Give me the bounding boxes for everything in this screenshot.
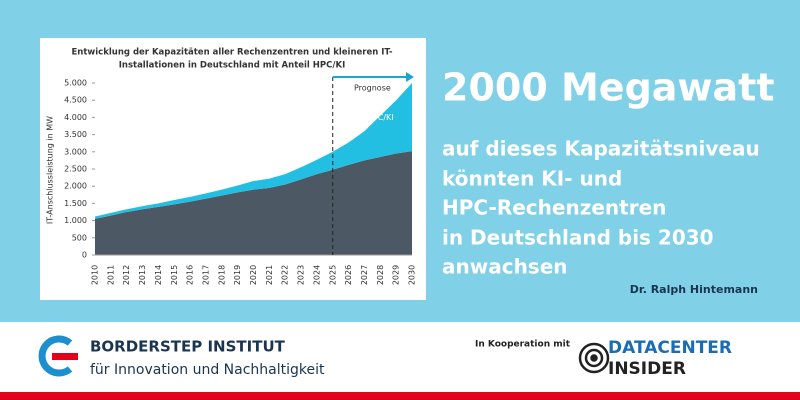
x-tick-label: 2021: [265, 265, 274, 285]
area: [95, 83, 412, 219]
x-tick-label: 2027: [360, 265, 369, 285]
footer-stripe: [0, 392, 800, 400]
x-tick-label: 2012: [122, 265, 131, 285]
x-tick-label: 2015: [170, 265, 179, 285]
footer-background: [0, 322, 800, 392]
body-line: könnten KI- und: [442, 167, 622, 191]
body-line: HPC-Rechenzentren: [442, 196, 666, 220]
x-tick-label: 2026: [344, 265, 353, 285]
institute-tagline: für Innovation und Nachhaltigkeit: [90, 362, 325, 378]
x-tick-label: 2028: [376, 265, 385, 285]
x-tick-label: 2014: [154, 265, 163, 285]
chart-title: Entwicklung der Kapazitäten aller Rechen…: [72, 48, 393, 58]
y-tick-label: 0: [82, 251, 87, 260]
partner-name: DATACENTER: [608, 338, 732, 358]
x-tick-label: 2029: [392, 265, 401, 285]
logo-ring: [578, 342, 610, 374]
y-tick-label: 3.500: [64, 130, 87, 139]
x-tick-label: 2023: [297, 265, 306, 285]
x-tick-label: 2017: [201, 265, 210, 285]
x-tick-label: 2010: [91, 265, 100, 285]
logo-bar: [52, 353, 78, 360]
x-tick-label: 2024: [312, 265, 321, 285]
x-tick-label: 2018: [217, 265, 226, 285]
author: Dr. Ralph Hintemann: [630, 283, 758, 296]
partner-name: INSIDER: [608, 359, 686, 379]
y-tick-label: 5.000: [64, 79, 87, 88]
y-tick-label: 1.000: [64, 216, 87, 225]
body-line: anwachsen: [442, 255, 568, 279]
body-line: in Deutschland bis 2030: [442, 226, 714, 250]
y-tick-label: 4.500: [64, 96, 87, 105]
y-axis-title: IT-Anschlussleistung in MW: [46, 116, 55, 224]
x-tick-label: 2025: [328, 265, 337, 285]
arrow-head: [406, 72, 414, 82]
x-tick-label: 2030: [408, 265, 417, 285]
logo-dot: [590, 354, 598, 362]
x-tick-label: 2011: [106, 265, 115, 285]
x-tick-label: 2022: [281, 265, 290, 285]
cooperation-label: In Kooperation mit: [475, 340, 571, 350]
series-label: HPC/KI: [367, 113, 394, 122]
y-tick-label: 3.000: [64, 147, 87, 156]
partner-logo: [578, 342, 610, 374]
chart-title: Installationen in Deutschland mit Anteil…: [119, 61, 346, 71]
logo-arc: [38, 335, 73, 377]
x-tick-label: 2019: [233, 265, 242, 285]
headline: 2000 Megawatt: [442, 66, 775, 110]
institute-name: BORDERSTEP INSTITUT: [90, 338, 286, 356]
annotation: Prognose: [354, 84, 391, 93]
x-tick-label: 2013: [138, 265, 147, 285]
y-tick-label: 2.000: [64, 182, 87, 191]
x-tick-label: 2016: [186, 265, 195, 285]
logo-ring: [584, 348, 604, 368]
x-tick-label: 2020: [249, 265, 258, 285]
y-tick-label: 2.500: [64, 165, 87, 174]
borderstep-logo: [38, 335, 78, 377]
y-tick-label: 1.500: [64, 199, 87, 208]
y-tick-label: 4.000: [64, 113, 87, 122]
body-line: auf dieses Kapazitätsniveau: [442, 137, 760, 161]
y-tick-label: 500: [72, 233, 87, 242]
